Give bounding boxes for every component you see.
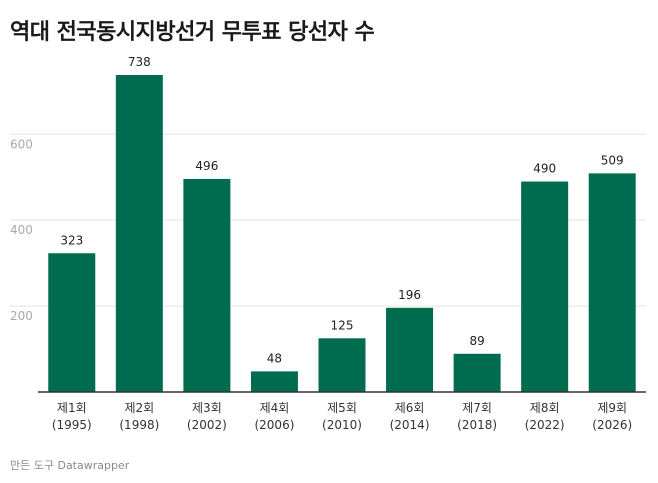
bar [250, 371, 298, 392]
bar [115, 75, 163, 392]
x-tick-label: 제2회 [124, 401, 154, 415]
chart-title: 역대 전국동시지방선거 무투표 당선자 수 [10, 20, 375, 45]
data-label: 48 [267, 351, 282, 365]
x-tick-label: 제1회 [57, 401, 87, 415]
x-tick-label: 제8회 [530, 401, 560, 415]
x-axis: 제1회 (1995) 제2회 (1998) 제3회 (2002) 제4회 (2006) 제5회 (… [38, 391, 646, 432]
x-tick-label: 제6회 [395, 401, 425, 415]
data-label: 509 [601, 153, 624, 167]
bar [48, 253, 96, 392]
x-tick-label: 제3회 [192, 401, 222, 415]
bars [48, 75, 636, 392]
x-tick-label: (2022) [525, 418, 565, 432]
x-tick-label: (2014) [390, 418, 430, 432]
x-tick-label: (2026) [592, 418, 632, 432]
x-tick-label: (2002) [187, 418, 227, 432]
bar [453, 353, 501, 392]
x-tick-label: 제5회 [327, 401, 357, 415]
x-tick-label: 제9회 [597, 401, 627, 415]
data-label: 196 [398, 288, 421, 302]
x-tick-label: (2010) [322, 418, 362, 432]
bar [521, 181, 569, 392]
bar [183, 178, 231, 392]
bar [588, 173, 636, 392]
x-tick-label: (1995) [52, 418, 92, 432]
bar [318, 338, 366, 392]
x-tick-label: (2006) [254, 418, 294, 432]
bar [386, 307, 434, 392]
x-tick-label: (2018) [457, 418, 497, 432]
data-label: 496 [195, 159, 218, 173]
y-tick-label: 200 [10, 309, 33, 323]
data-label: 125 [331, 318, 354, 332]
x-tick-label: 제4회 [260, 401, 290, 415]
data-label: 490 [533, 162, 556, 176]
data-label: 89 [469, 334, 484, 348]
data-labels: 323 738 496 48 125 196 89 490 509 [60, 55, 623, 365]
y-tick-label: 400 [10, 223, 33, 237]
footer-credit: 만든 도구 Datawrapper [10, 459, 130, 472]
data-label: 738 [128, 55, 151, 69]
x-tick-label: 제7회 [462, 401, 492, 415]
y-tick-label: 600 [10, 137, 33, 151]
data-label: 323 [60, 233, 83, 247]
x-tick-label: (1998) [119, 418, 159, 432]
